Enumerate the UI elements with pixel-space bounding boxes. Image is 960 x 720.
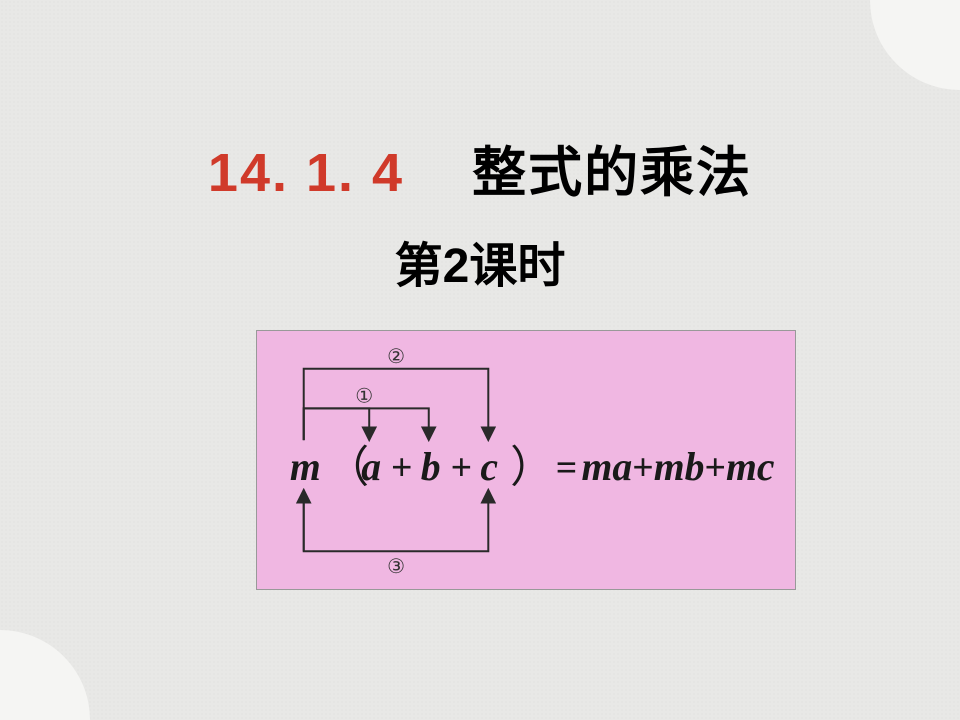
slide-subtitle: 第2课时 [0,226,960,296]
subtitle-suffix: 课时 [469,240,565,293]
eq-close-paren: ） [510,444,554,492]
arrow-bottom [304,490,489,552]
title-text: 整式的乘法 [472,143,752,203]
arrow-top-inner-a [304,408,369,440]
distributive-diagram: m （ a + b + c ） = ma+mb+mc ② ① ③ [256,330,796,590]
annotation-2: ② [387,346,405,368]
title-number: 14. 1. 4 [208,143,404,203]
subtitle-prefix: 第 [395,240,443,293]
annotation-3: ③ [387,556,405,578]
eq-plus2: + [451,447,472,489]
eq-a: a [361,445,381,489]
eq-rhs: ma+mb+mc [582,445,775,489]
eq-m: m [290,445,321,489]
eq-b: b [421,445,441,489]
eq-equals: = [556,447,577,489]
eq-plus1: + [391,447,412,489]
slide-title: 14. 1. 4 整式的乘法 [0,128,960,207]
arrow-top-inner-b [304,408,429,440]
diagram-svg: m （ a + b + c ） = ma+mb+mc ② ① ③ [257,331,795,589]
subtitle-digit: 2 [443,240,470,293]
arrow-top-outer [304,369,489,440]
annotation-1: ① [355,385,373,407]
eq-c: c [480,445,498,489]
